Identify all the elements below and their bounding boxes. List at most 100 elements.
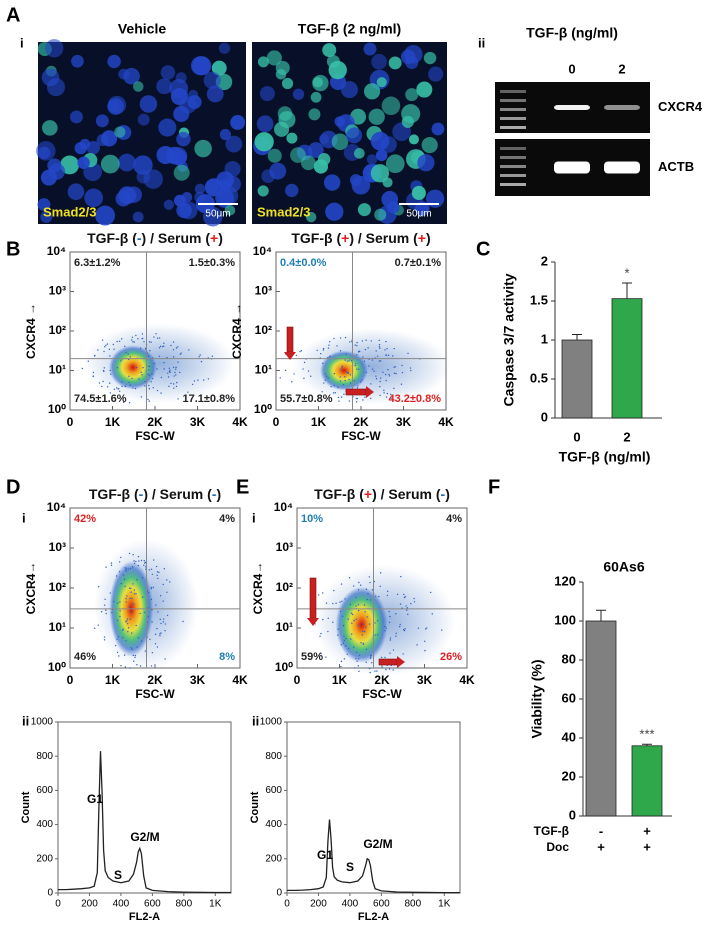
plot-title: TGF-β (+) / Serum (-): [314, 486, 450, 502]
event-dot: [112, 343, 115, 346]
cell: [132, 211, 144, 223]
cell: [431, 122, 445, 136]
cell: [325, 202, 344, 221]
event-dot: [150, 568, 153, 570]
event-dot: [122, 574, 125, 576]
event-dot: [159, 633, 161, 635]
event-dot: [151, 377, 154, 380]
event-dot: [332, 602, 334, 605]
event-dot: [356, 354, 358, 356]
event-dot: [156, 646, 159, 648]
y-tick-label: 0.5: [530, 370, 548, 385]
event-dot: [343, 635, 345, 637]
cell: [139, 95, 158, 113]
event-dot: [118, 390, 121, 392]
ladder-band: [500, 99, 526, 102]
event-dot: [325, 375, 328, 377]
y-tick-label: 10⁴: [47, 244, 66, 258]
event-dot: [345, 637, 347, 640]
event-dot: [322, 592, 324, 594]
cell: [254, 132, 274, 152]
event-dot: [390, 397, 392, 399]
event-dot: [151, 609, 153, 611]
event-dot: [406, 609, 408, 611]
event-dot: [105, 609, 107, 611]
event-dot: [351, 622, 353, 624]
cell: [275, 60, 290, 75]
x-tick-label: 4K: [232, 673, 248, 687]
event-dot: [357, 658, 360, 660]
event-dot: [128, 381, 130, 384]
event-dot: [320, 652, 322, 655]
event-dot: [94, 627, 96, 630]
event-dot: [134, 387, 137, 390]
event-dot: [152, 559, 155, 561]
event-dot: [363, 604, 366, 606]
event-dot: [356, 368, 358, 370]
event-dot: [163, 368, 165, 370]
event-dot: [386, 590, 389, 593]
quadrant-label: 46%: [74, 651, 96, 663]
event-dot: [106, 343, 109, 345]
event-dot: [335, 602, 337, 604]
event-dot: [124, 585, 126, 588]
event-dot: [369, 671, 371, 674]
y-axis-label: Count: [20, 791, 32, 823]
event-dot: [137, 338, 139, 340]
event-dot: [103, 639, 106, 641]
event-dot: [191, 383, 194, 386]
cell: [192, 56, 212, 76]
event-dot: [136, 579, 138, 581]
event-dot: [144, 347, 147, 350]
event-dot: [384, 625, 386, 628]
event-density: [320, 350, 368, 391]
event-dot: [348, 400, 351, 402]
event-dot: [357, 589, 360, 591]
y-tick-label: 20: [562, 768, 576, 783]
event-dot: [138, 378, 140, 380]
event-dot: [317, 594, 320, 596]
event-dot: [376, 634, 379, 636]
plot-title: TGF-β (-) / Serum (-): [89, 486, 221, 502]
cell: [118, 186, 137, 205]
event-dot: [339, 601, 341, 603]
event-dot: [424, 649, 426, 652]
bar: [561, 339, 593, 419]
event-dot: [160, 376, 163, 379]
event-dot: [104, 598, 106, 600]
event-dot: [172, 356, 175, 358]
band-label: ACTB: [658, 159, 694, 174]
x-tick-label: 600: [373, 899, 390, 910]
event-dot: [135, 560, 137, 563]
event-dot: [140, 396, 143, 398]
event-dot: [92, 375, 94, 377]
cell: [290, 147, 306, 163]
event-dot: [384, 656, 386, 659]
event-dot: [355, 596, 357, 598]
event-dot: [128, 587, 131, 589]
plot-title: TGF-β (-) / Serum (+): [87, 230, 223, 246]
image-title: Vehicle: [118, 21, 166, 37]
event-dot: [336, 345, 338, 347]
quadrant-label: 42%: [74, 513, 96, 525]
event-dot: [109, 392, 112, 394]
event-dot: [126, 620, 128, 622]
event-dot: [134, 656, 136, 659]
panel-letter: E: [236, 476, 249, 498]
title-part: ) / Serum (: [372, 486, 441, 502]
event-dot: [364, 396, 366, 398]
cell: [281, 77, 294, 90]
event-density: [335, 586, 388, 663]
event-dot: [141, 596, 144, 598]
event-dot: [167, 376, 170, 378]
event-dot: [351, 613, 354, 616]
event-dot: [174, 371, 176, 374]
event-dot: [139, 347, 142, 349]
event-dot: [123, 654, 126, 656]
event-dot: [163, 345, 165, 347]
event-dot: [120, 664, 122, 667]
event-dot: [358, 654, 361, 656]
x-tick-label: 3K: [190, 673, 206, 687]
event-dot: [167, 372, 169, 374]
cell: [218, 186, 239, 206]
